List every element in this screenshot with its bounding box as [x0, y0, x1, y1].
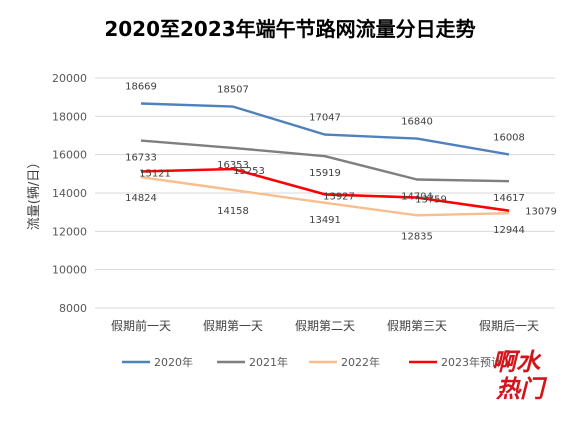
- series-lines: [140, 102, 510, 217]
- data-label: 12835: [401, 231, 433, 242]
- legend-label: 2021年: [249, 355, 288, 369]
- data-label: 13759: [415, 195, 447, 206]
- y-axis-label: 流量(辆/日）: [27, 156, 42, 230]
- data-label: 15253: [233, 166, 265, 177]
- x-category-label: 假期第一天: [203, 319, 263, 333]
- data-label: 18669: [125, 82, 157, 93]
- data-label: 16353: [217, 160, 249, 171]
- legend-label: 2023年预计: [441, 355, 502, 369]
- x-category-label: 假期第二天: [295, 319, 355, 333]
- chart-title: 2020至2023年端午节路网流量分日走势: [104, 17, 475, 41]
- y-tick-label: 12000: [52, 225, 87, 238]
- series-line: [140, 139, 510, 183]
- data-label: 13491: [309, 215, 341, 226]
- watermark-line2: 热门: [495, 375, 548, 403]
- data-label: 15121: [139, 169, 171, 180]
- data-label: 16733: [125, 153, 157, 164]
- legend: 2020年 2021年 2022年 2023年预计: [122, 355, 502, 369]
- x-category-label: 假期前一天: [111, 318, 171, 333]
- y-tick-label: 20000: [52, 72, 87, 85]
- x-category-label: 假期第三天: [387, 319, 447, 333]
- data-label: 13927: [323, 191, 355, 202]
- data-label: 14824: [125, 193, 157, 204]
- x-axis-categories: 假期前一天 假期第一天 假期第二天 假期第三天 假期后一天: [111, 318, 539, 333]
- y-tick-label: 10000: [52, 264, 87, 277]
- legend-label: 2020年: [154, 355, 193, 369]
- x-category-label: 假期后一天: [479, 319, 539, 333]
- data-label: 17047: [309, 113, 341, 124]
- grid-lines: [95, 77, 555, 309]
- data-label: 16008: [493, 133, 525, 144]
- watermark-line1: 啊水: [492, 348, 542, 376]
- data-label: 12944: [493, 225, 525, 236]
- y-axis-ticks: 8000 10000 12000 14000 16000 18000 20000: [52, 72, 87, 315]
- series-line: [140, 176, 510, 217]
- data-label: 14617: [493, 193, 525, 204]
- y-tick-label: 8000: [59, 302, 87, 315]
- data-label: 15919: [309, 168, 341, 179]
- y-tick-label: 16000: [52, 149, 87, 162]
- series-line: [140, 167, 510, 212]
- y-tick-label: 18000: [52, 110, 87, 123]
- legend-label: 2022年: [341, 355, 380, 369]
- data-label: 18507: [217, 85, 249, 96]
- data-label: 16840: [401, 117, 433, 128]
- data-label: 14158: [217, 206, 249, 217]
- data-labels: 18669 18507 17047 16840 16008 16733 16353 15919…: [125, 82, 557, 243]
- data-label: 14704: [401, 192, 433, 203]
- y-tick-label: 14000: [52, 187, 87, 200]
- watermark-logo: 啊水 热门: [492, 348, 548, 403]
- data-label: 13079: [525, 207, 557, 218]
- series-line: [140, 102, 510, 156]
